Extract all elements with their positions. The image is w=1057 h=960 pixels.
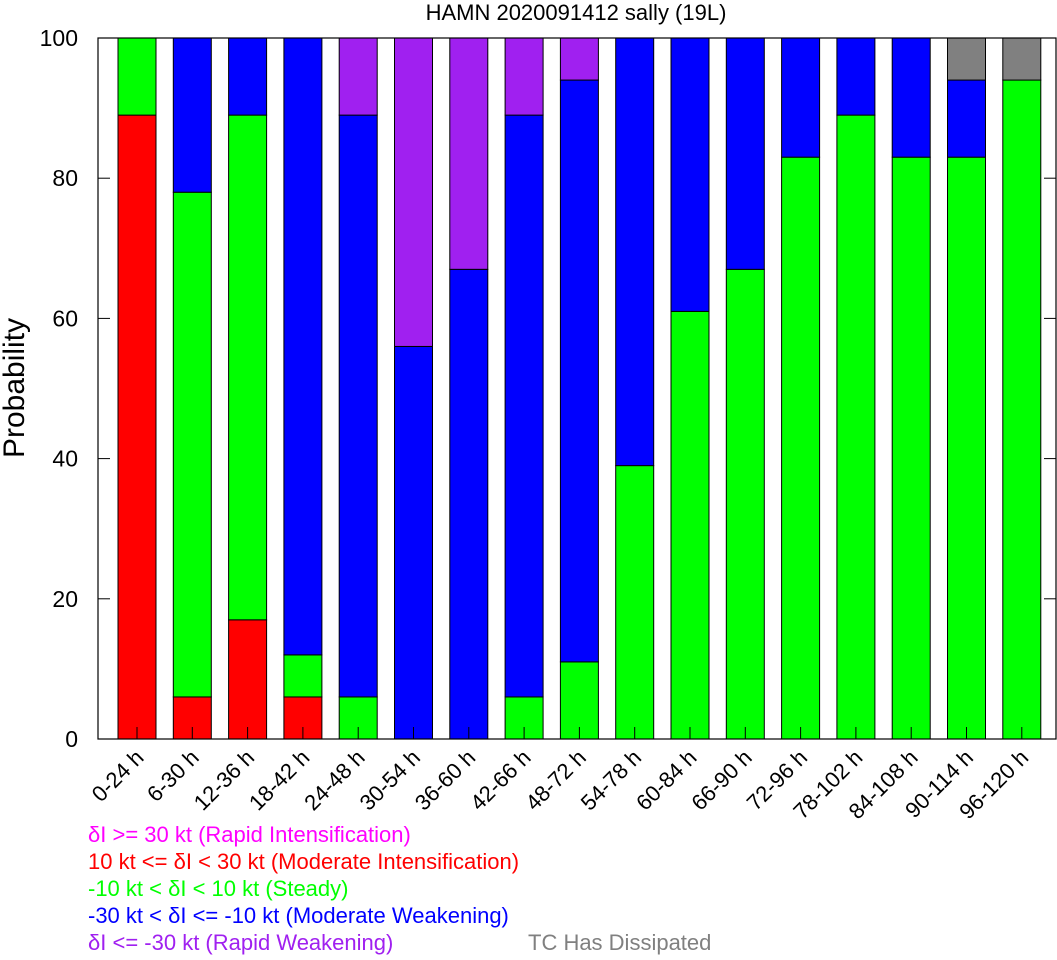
legend-rapid-weakening: δI <= -30 kt (Rapid Weakening) xyxy=(88,930,394,955)
bar-segment xyxy=(947,156,986,740)
x-tick-label: 36-60 h xyxy=(410,745,480,815)
bar-segment xyxy=(449,37,489,270)
legend-moderate-intensification: 10 kt <= δI < 30 kt (Moderate Intensific… xyxy=(88,849,520,874)
bar-segment xyxy=(615,465,655,740)
x-tick-label: 18-42 h xyxy=(244,745,314,815)
bar-segment xyxy=(283,37,323,656)
x-tick-label: 42-66 h xyxy=(465,745,535,815)
bar-segment xyxy=(394,345,433,740)
x-tick-label: 48-72 h xyxy=(520,745,590,815)
bar-segment xyxy=(338,114,378,698)
bar-segment xyxy=(338,37,378,116)
bar-segment xyxy=(725,268,765,740)
bar-segment xyxy=(117,114,157,740)
bar-segment xyxy=(1002,37,1042,81)
bar-segment xyxy=(117,37,157,116)
plot-frame xyxy=(97,37,1057,740)
bar-segment xyxy=(891,156,931,740)
bar-segment xyxy=(228,114,268,621)
bar-segment xyxy=(725,37,765,270)
legend-moderate-weakening: -30 kt < δI <= -10 kt (Moderate Weakenin… xyxy=(88,903,509,928)
x-tick-label: 0-24 h xyxy=(87,745,149,807)
bar-segment xyxy=(228,619,268,740)
bar-segment xyxy=(559,79,599,663)
bars-layer xyxy=(117,37,1042,740)
x-tick-label: 60-84 h xyxy=(631,745,701,815)
bar-segment xyxy=(504,114,544,698)
x-tick-label: 12-36 h xyxy=(189,745,259,815)
bar-segment xyxy=(891,37,931,158)
bar-segment xyxy=(781,37,821,158)
bar-segment xyxy=(559,37,599,81)
x-tick-label: 30-54 h xyxy=(355,745,425,815)
bar-segment xyxy=(781,156,821,740)
x-tick-label: 24-48 h xyxy=(299,745,369,815)
y-tick-label: 100 xyxy=(40,25,78,51)
legend-rapid-intensification: δI >= 30 kt (Rapid Intensification) xyxy=(88,822,411,847)
bar-segment xyxy=(615,37,655,467)
bar-segment xyxy=(947,37,986,81)
bar-segment xyxy=(670,310,710,740)
y-tick-label: 20 xyxy=(52,586,78,612)
y-tick-label: 80 xyxy=(52,165,78,191)
chart-title: HAMN 2020091412 sally (19L) xyxy=(426,0,727,25)
bar-segment xyxy=(836,114,876,740)
legend-steady: -10 kt < δI < 10 kt (Steady) xyxy=(88,876,349,901)
bar-segment xyxy=(947,79,986,158)
y-axis-label: Probability xyxy=(0,318,31,458)
bar-segment xyxy=(449,268,489,740)
y-tick-label: 40 xyxy=(52,446,78,472)
bar-segment xyxy=(504,37,544,116)
legend-dissipated: TC Has Dissipated xyxy=(528,930,712,955)
bar-segment xyxy=(172,37,212,193)
y-tick-label: 60 xyxy=(52,305,78,331)
bar-segment xyxy=(836,37,876,116)
bar-segment xyxy=(670,37,710,312)
bar-segment xyxy=(172,191,212,698)
y-tick-label: 0 xyxy=(65,726,78,752)
bar-segment xyxy=(1002,79,1042,740)
x-tick-label: 66-90 h xyxy=(686,745,756,815)
bar-segment xyxy=(228,37,268,116)
bar-segment xyxy=(394,37,433,347)
bar-segment xyxy=(283,654,323,698)
x-tick-label: 54-78 h xyxy=(576,745,646,815)
